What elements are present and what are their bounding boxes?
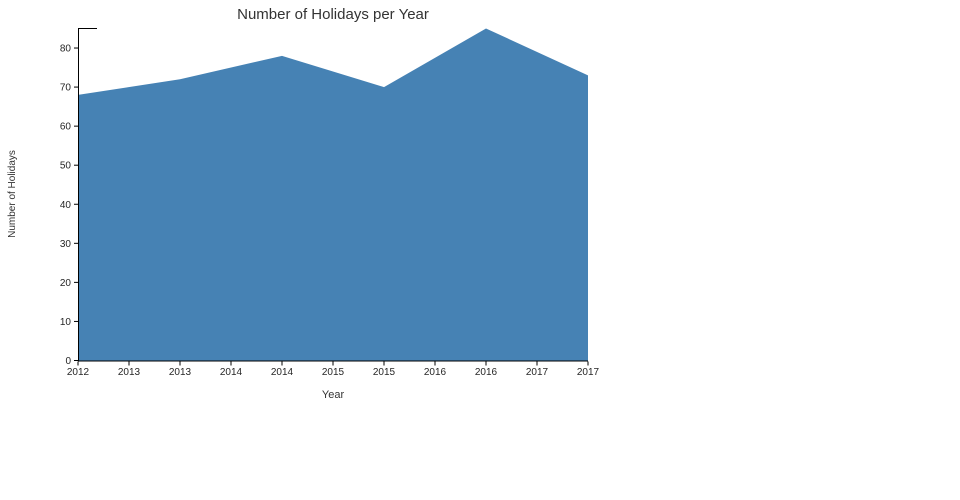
x-tick-label: 2016 [424, 367, 447, 378]
y-tick-label: 40 [60, 200, 72, 211]
y-tick-label: 60 [60, 122, 72, 133]
x-axis-title: Year [322, 389, 345, 401]
x-tick-label: 2014 [220, 367, 243, 378]
x-tick-label: 2013 [118, 367, 141, 378]
y-tick-label: 0 [65, 356, 71, 367]
x-tick-label: 2015 [373, 367, 396, 378]
y-tick-label: 50 [60, 161, 72, 172]
y-tick-label: 20 [60, 278, 72, 289]
y-axis: 0 10 20 30 40 50 60 70 80 [60, 27, 97, 367]
x-tick-label: 2012 [67, 367, 90, 378]
y-tick-label: 70 [60, 83, 72, 94]
y-axis-title: Number of Holidays [7, 150, 18, 238]
area-series-holidays [78, 28, 588, 361]
x-tick-label: 2017 [526, 367, 549, 378]
x-tick-label: 2014 [271, 367, 294, 378]
y-tick-label: 10 [60, 317, 72, 328]
x-tick-label: 2015 [322, 367, 345, 378]
x-tick-label: 2017 [577, 367, 600, 378]
y-tick-label: 80 [60, 44, 72, 55]
y-tick-label: 30 [60, 239, 72, 250]
x-axis: 2012 2013 2013 2014 2014 2015 2015 2016 2016 2017… [67, 360, 600, 378]
x-tick-label: 2016 [475, 367, 498, 378]
y-axis-spine [78, 27, 97, 361]
chart-title: Number of Holidays per Year [237, 6, 429, 23]
x-tick-label: 2013 [169, 367, 192, 378]
